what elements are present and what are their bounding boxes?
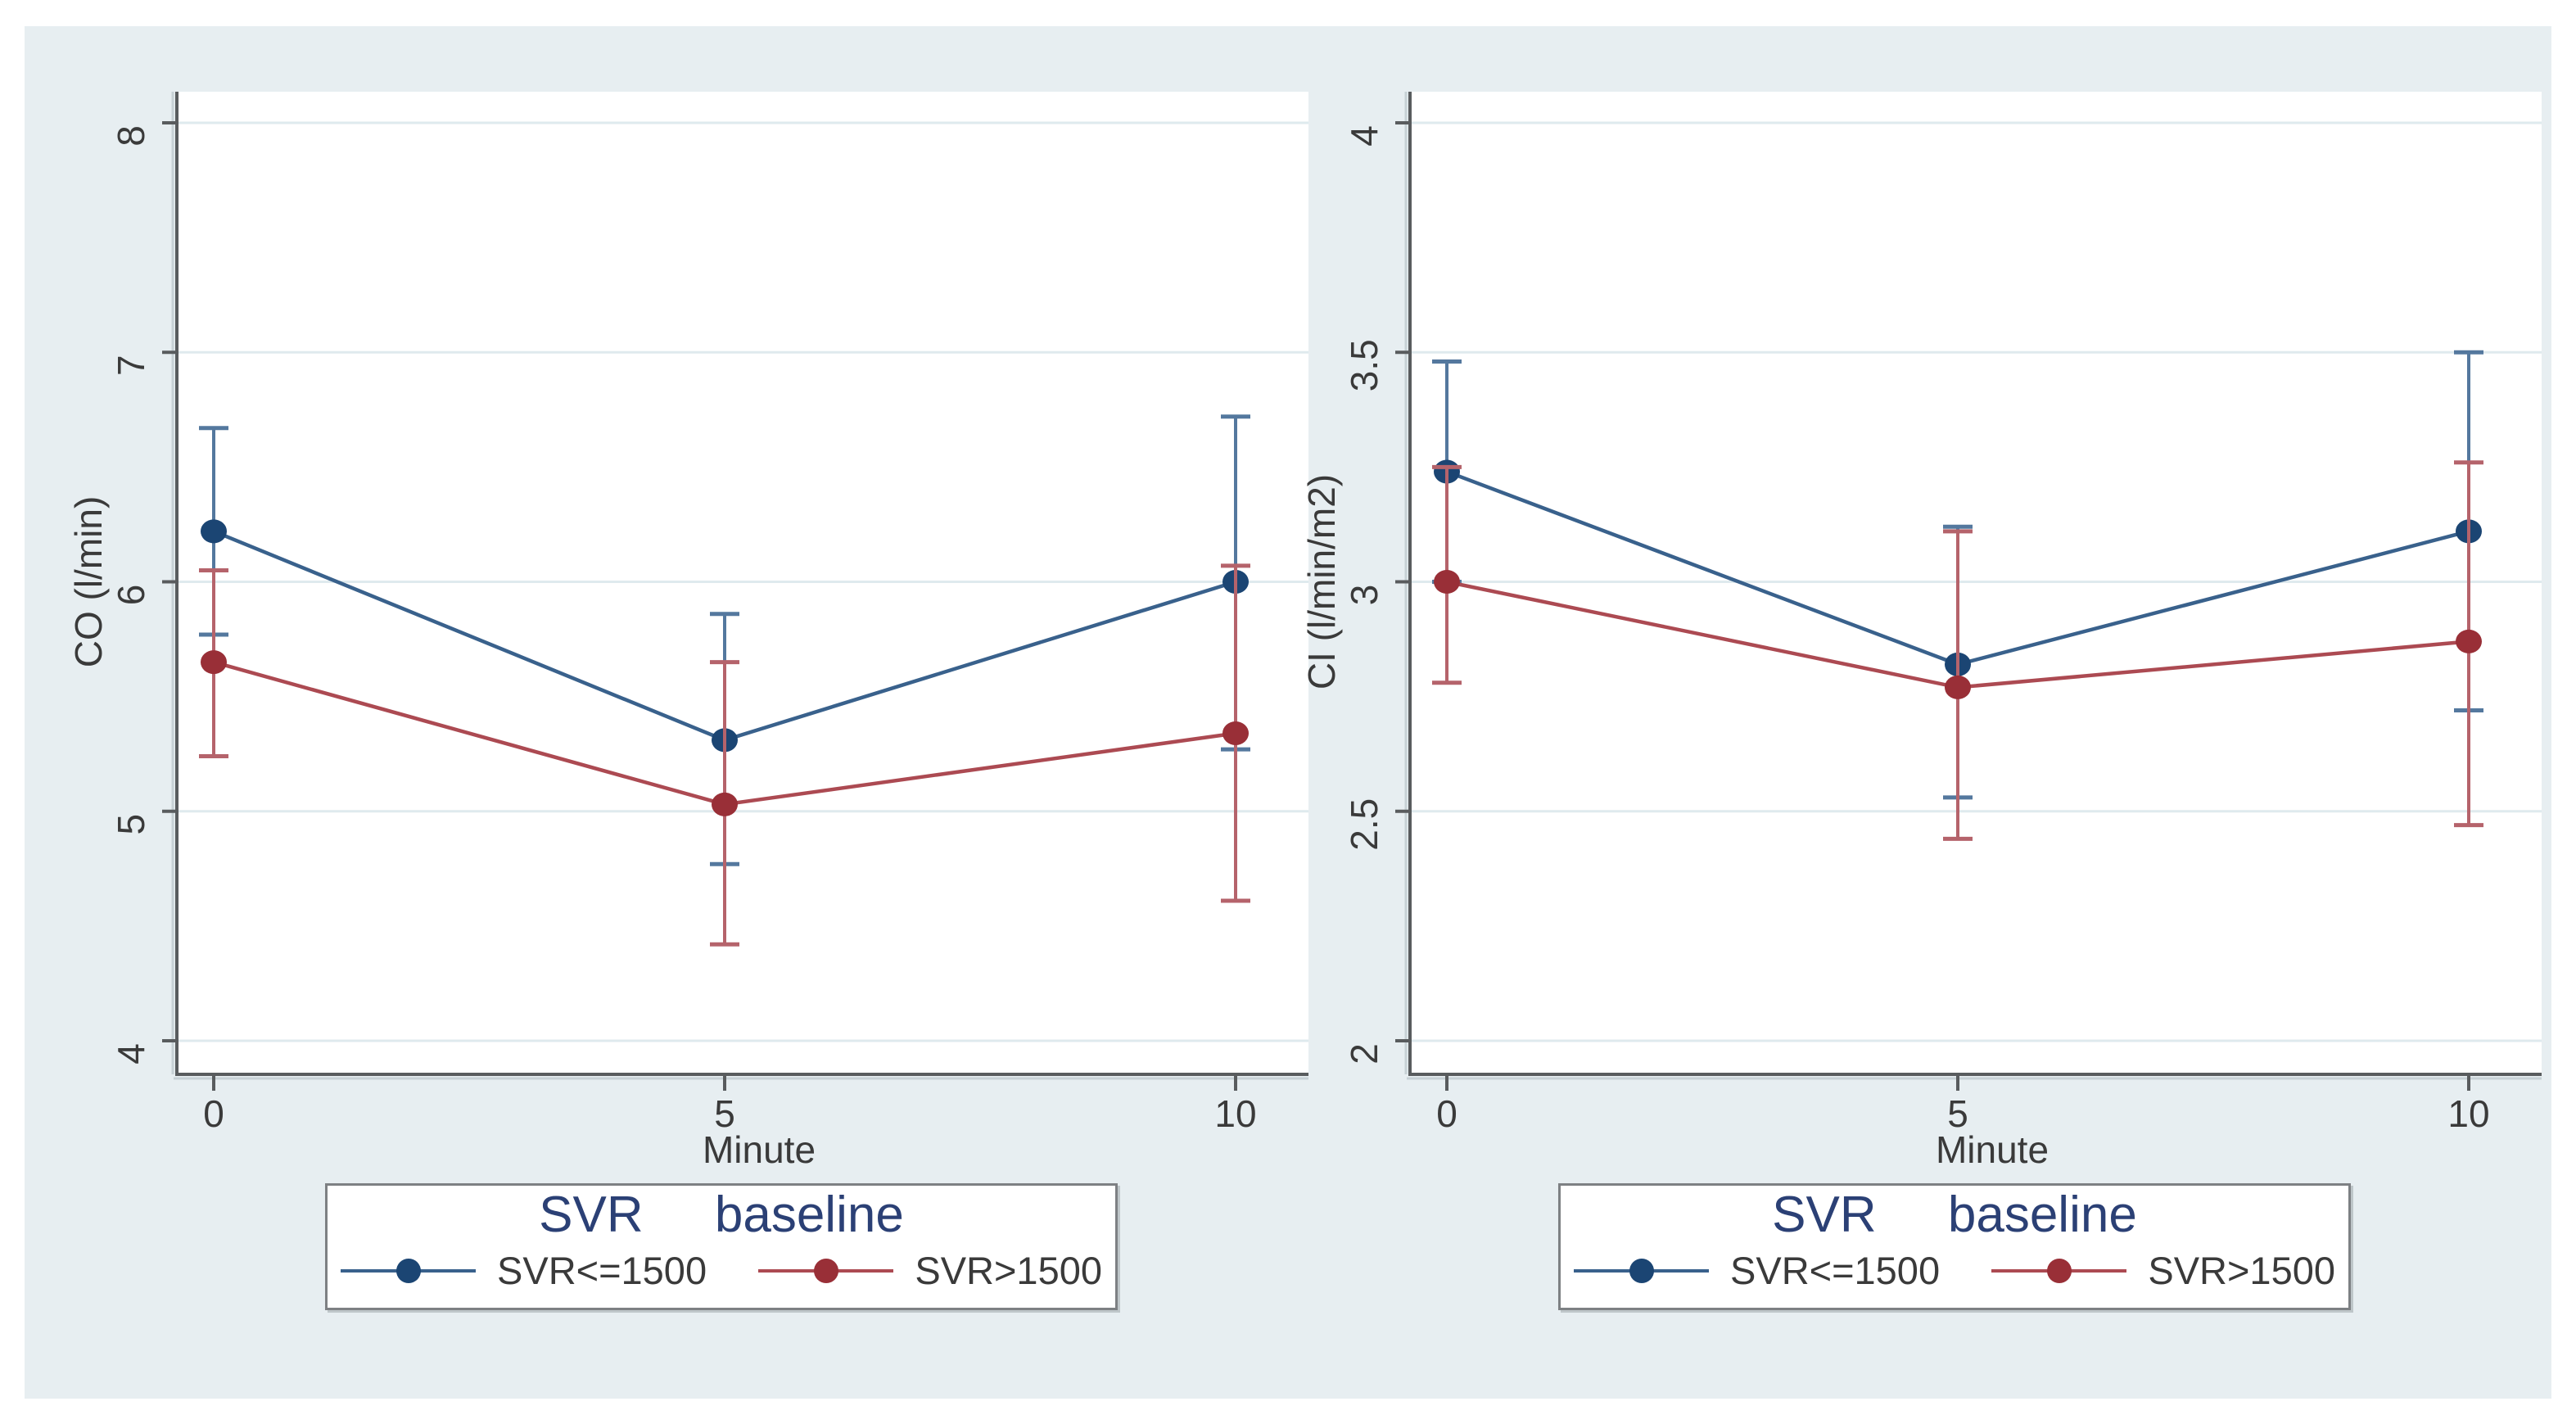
legend-entry-svr-le-1500: SVR<=1500 <box>1574 1248 1940 1293</box>
y-tick-label: 4 <box>1343 125 1385 147</box>
legend-co: SVR baseline SVR<=1500 SVR>1500 <box>325 1183 1118 1310</box>
x-tick-label: 0 <box>1436 1092 1457 1135</box>
x-tick-label: 5 <box>714 1092 735 1135</box>
data-point-marker <box>2456 629 2482 653</box>
y-tick-label: 4 <box>110 1043 152 1065</box>
legend-entry-label: SVR>1500 <box>915 1249 1102 1292</box>
navy-dot-icon <box>1629 1258 1654 1283</box>
legend-entry-svr-gt-1500: SVR>1500 <box>1991 1248 2335 1293</box>
x-tick-label: 5 <box>1947 1092 1968 1135</box>
legend-entry-label: SVR<=1500 <box>1730 1249 1941 1292</box>
maroon-dot-icon <box>813 1258 838 1283</box>
legend-entries-row: SVR<=1500 SVR>1500 <box>1561 1241 2348 1308</box>
data-point-marker <box>201 650 227 675</box>
y-axis-title: CI (l/min/m2) <box>1300 474 1343 689</box>
navy-dot-icon <box>395 1258 421 1283</box>
legend-title: SVR baseline <box>1772 1187 2137 1243</box>
legend-entry-label: SVR>1500 <box>2148 1249 2335 1292</box>
data-point-marker <box>712 792 738 816</box>
legend-entries-row: SVR<=1500 SVR>1500 <box>328 1241 1115 1308</box>
y-tick-label: 5 <box>110 814 152 835</box>
data-point-marker <box>1434 570 1460 594</box>
y-tick-label: 6 <box>110 585 152 606</box>
x-tick-label: 10 <box>2447 1092 2489 1135</box>
legend-title: SVR baseline <box>539 1187 904 1243</box>
y-axis-title: CO (l/min) <box>67 496 110 668</box>
data-point-marker <box>1945 675 1971 699</box>
navy-line-sample-icon <box>341 1258 476 1283</box>
y-tick-label: 3 <box>1343 585 1385 606</box>
data-point-marker <box>201 519 227 544</box>
maroon-line-sample-icon <box>1991 1258 2127 1283</box>
legend-ci: SVR baseline SVR<=1500 SVR>1500 <box>1558 1183 2351 1310</box>
maroon-dot-icon <box>2046 1258 2072 1283</box>
x-tick-label: 0 <box>203 1092 224 1135</box>
x-axis-title: Minute <box>703 1128 816 1171</box>
legend-entry-svr-gt-1500: SVR>1500 <box>758 1248 1102 1293</box>
navy-line-sample-icon <box>1574 1258 1709 1283</box>
y-tick-label: 2.5 <box>1343 798 1385 851</box>
x-tick-label: 10 <box>1214 1092 1256 1135</box>
y-tick-label: 3.5 <box>1343 339 1385 391</box>
legend-entry-label: SVR<=1500 <box>497 1249 707 1292</box>
y-tick-label: 7 <box>110 355 152 376</box>
y-tick-label: 8 <box>110 125 152 147</box>
y-tick-label: 2 <box>1343 1043 1385 1065</box>
x-axis-title: Minute <box>1936 1128 2049 1171</box>
maroon-line-sample-icon <box>758 1258 894 1283</box>
legend-entry-svr-le-1500: SVR<=1500 <box>341 1248 707 1293</box>
data-point-marker <box>1222 721 1249 745</box>
